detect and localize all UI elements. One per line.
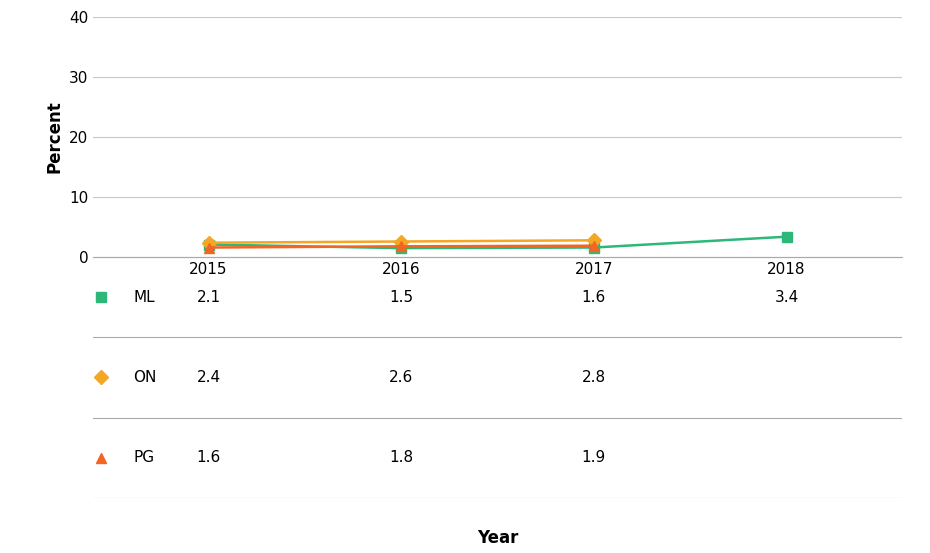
Text: 1.6: 1.6 bbox=[196, 450, 220, 465]
Text: PG: PG bbox=[134, 450, 154, 465]
Text: 1.9: 1.9 bbox=[582, 450, 606, 465]
Text: 1.8: 1.8 bbox=[389, 450, 413, 465]
Text: 1.6: 1.6 bbox=[582, 290, 606, 305]
Text: ML: ML bbox=[134, 290, 155, 305]
Text: 2.6: 2.6 bbox=[389, 370, 413, 385]
Text: 3.4: 3.4 bbox=[775, 290, 799, 305]
Text: 2.8: 2.8 bbox=[582, 370, 606, 385]
Text: 1.5: 1.5 bbox=[389, 290, 413, 305]
Y-axis label: Percent: Percent bbox=[46, 101, 63, 173]
Text: 2.4: 2.4 bbox=[196, 370, 220, 385]
Text: 2.1: 2.1 bbox=[196, 290, 220, 305]
Text: ON: ON bbox=[134, 370, 157, 385]
Text: Year: Year bbox=[477, 529, 518, 547]
